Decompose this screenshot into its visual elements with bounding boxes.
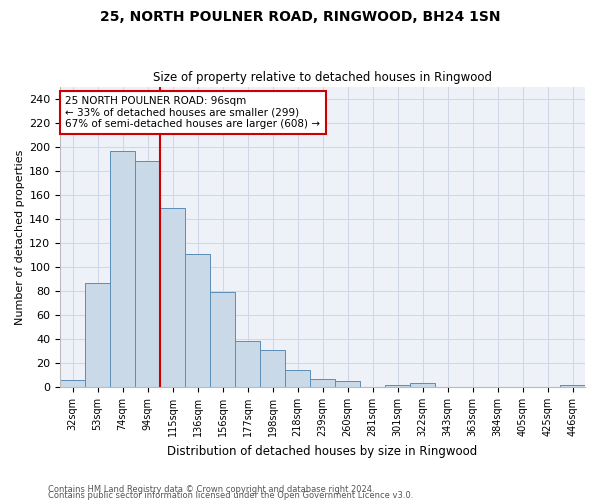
Bar bbox=[310, 378, 335, 387]
Bar bbox=[135, 162, 160, 387]
Text: 25, NORTH POULNER ROAD, RINGWOOD, BH24 1SN: 25, NORTH POULNER ROAD, RINGWOOD, BH24 1… bbox=[100, 10, 500, 24]
Bar bbox=[235, 342, 260, 387]
Bar bbox=[210, 292, 235, 387]
Bar bbox=[85, 282, 110, 387]
Text: 25 NORTH POULNER ROAD: 96sqm
← 33% of detached houses are smaller (299)
67% of s: 25 NORTH POULNER ROAD: 96sqm ← 33% of de… bbox=[65, 96, 320, 130]
Bar bbox=[160, 208, 185, 387]
Bar bbox=[385, 384, 410, 387]
Bar bbox=[60, 380, 85, 387]
Bar bbox=[110, 150, 135, 387]
Bar bbox=[335, 381, 360, 387]
X-axis label: Distribution of detached houses by size in Ringwood: Distribution of detached houses by size … bbox=[167, 444, 478, 458]
Title: Size of property relative to detached houses in Ringwood: Size of property relative to detached ho… bbox=[153, 72, 492, 85]
Text: Contains HM Land Registry data © Crown copyright and database right 2024.: Contains HM Land Registry data © Crown c… bbox=[48, 484, 374, 494]
Bar bbox=[560, 384, 585, 387]
Bar bbox=[410, 384, 435, 387]
Bar bbox=[285, 370, 310, 387]
Bar bbox=[185, 254, 210, 387]
Text: Contains public sector information licensed under the Open Government Licence v3: Contains public sector information licen… bbox=[48, 490, 413, 500]
Bar bbox=[260, 350, 285, 387]
Y-axis label: Number of detached properties: Number of detached properties bbox=[15, 150, 25, 325]
